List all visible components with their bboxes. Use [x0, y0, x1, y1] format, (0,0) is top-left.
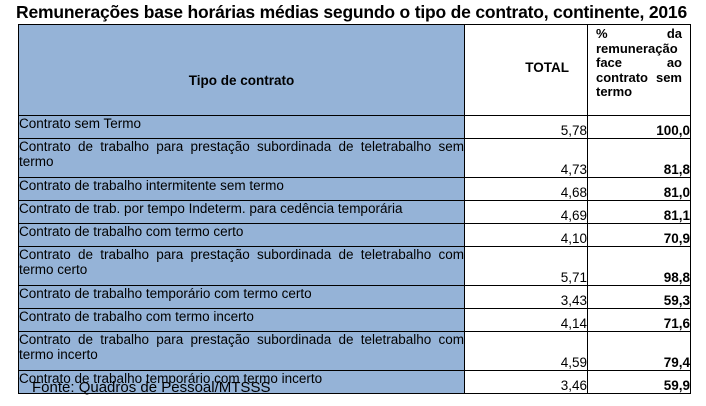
contract-type-cell: Contrato de trabalho temporário com term…	[18, 370, 465, 394]
percentage-cell: 81,1	[587, 200, 691, 224]
header-percentage: % da remuneração face ao contrato sem te…	[587, 24, 691, 116]
contract-type-cell: Contrato de trab. por tempo Indeterm. pa…	[18, 200, 465, 224]
remuneration-table: Tipo de contrato TOTAL % da remuneração …	[18, 24, 691, 394]
header-row: Tipo de contrato TOTAL % da remuneração …	[18, 24, 691, 116]
source-note: Fonte: Quadros de Pessoal/MTSSS	[32, 379, 271, 396]
percentage-cell: 70,9	[587, 223, 691, 247]
table-row: Contrato de trabalho para prestação subo…	[18, 331, 691, 371]
total-cell: 3,46	[464, 370, 588, 394]
percentage-cell: 81,8	[587, 138, 691, 178]
percentage-cell: 59,3	[587, 285, 691, 309]
total-cell: 4,73	[464, 138, 588, 178]
percentage-cell: 71,6	[587, 308, 691, 332]
header-contract-type: Tipo de contrato	[18, 24, 465, 116]
table-row: Contrato de trabalho com termo incerto 4…	[18, 308, 691, 332]
table-row: Contrato de trabalho intermitente sem te…	[18, 177, 691, 201]
table-row: Contrato de trabalho para prestação subo…	[18, 246, 691, 286]
percentage-cell: 100,0	[587, 115, 691, 139]
total-cell: 4,59	[464, 331, 588, 371]
total-cell: 4,69	[464, 200, 588, 224]
percentage-cell: 81,0	[587, 177, 691, 201]
contract-type-cell: Contrato de trabalho temporário com term…	[18, 285, 465, 309]
total-cell: 3,43	[464, 285, 588, 309]
total-cell: 4,68	[464, 177, 588, 201]
contract-type-cell: Contrato de trabalho com termo incerto	[18, 308, 465, 332]
table-row: Contrato de trabalho temporário com term…	[18, 370, 691, 394]
percentage-cell: 79,4	[587, 331, 691, 371]
contract-type-cell: Contrato de trabalho com termo certo	[18, 223, 465, 247]
contract-type-cell: Contrato sem Termo	[18, 115, 465, 139]
table-row: Contrato de trab. por tempo Indeterm. pa…	[18, 200, 691, 224]
total-cell: 5,78	[464, 115, 588, 139]
contract-type-cell: Contrato de trabalho intermitente sem te…	[18, 177, 465, 201]
table-row: Contrato de trabalho com termo certo 4,1…	[18, 223, 691, 247]
percentage-cell: 59,9	[587, 370, 691, 394]
percentage-cell: 98,8	[587, 246, 691, 286]
table-row: Contrato de trabalho temporário com term…	[18, 285, 691, 309]
total-cell: 4,10	[464, 223, 588, 247]
table-title: Remunerações base horárias médias segund…	[16, 2, 687, 22]
contract-type-cell: Contrato de trabalho para prestação subo…	[18, 331, 465, 371]
total-cell: 5,71	[464, 246, 588, 286]
contract-type-cell: Contrato de trabalho para prestação subo…	[18, 138, 465, 178]
table-row: Contrato de trabalho para prestação subo…	[18, 138, 691, 178]
header-total: TOTAL	[464, 24, 588, 116]
total-cell: 4,14	[464, 308, 588, 332]
table-row: Contrato sem Termo 5,78 100,0	[18, 115, 691, 139]
contract-type-cell: Contrato de trabalho para prestação subo…	[18, 246, 465, 286]
